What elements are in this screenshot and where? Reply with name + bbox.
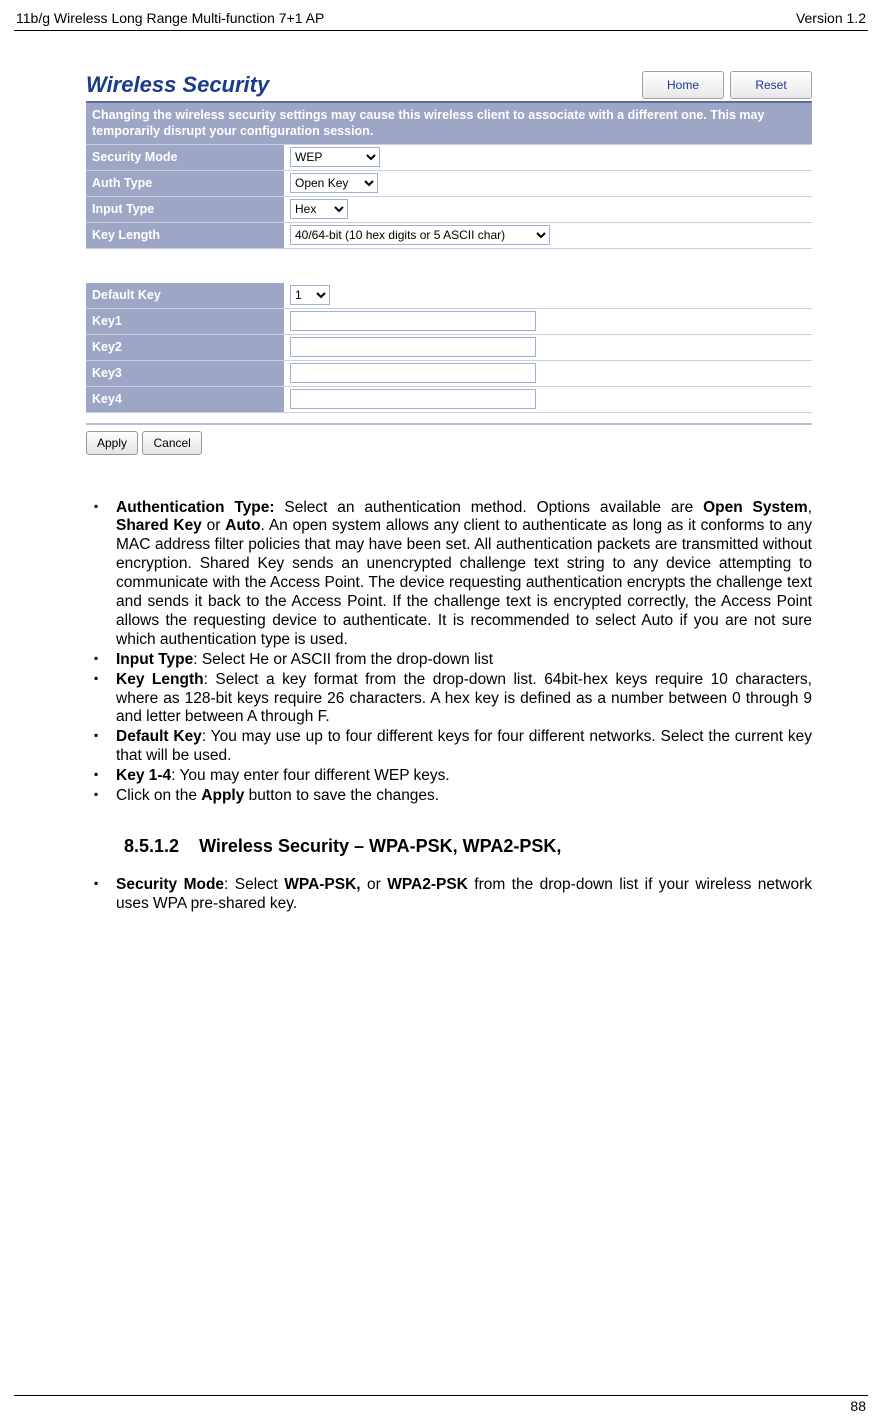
doc-header-left: 11b/g Wireless Long Range Multi-function… [16,10,324,26]
key1-label: Key1 [86,309,284,334]
bullet-key-length: Key Length: Select a key format from the… [86,671,812,728]
key4-label: Key4 [86,387,284,412]
header-divider [14,30,868,31]
bullet-default-key: Default Key: You may use up to four diff… [86,728,812,766]
key3-input[interactable] [290,363,536,383]
doc-header-right: Version 1.2 [796,10,866,26]
auth-type-label: Auth Type [86,171,284,196]
section-heading: 8.5.1.2 Wireless Security – WPA-PSK, WPA… [124,836,812,858]
key-length-label: Key Length [86,223,284,248]
apply-button[interactable]: Apply [86,431,138,455]
bullet-security-mode: Security Mode: Select WPA-PSK, or WPA2-P… [86,876,812,914]
key3-label: Key3 [86,361,284,386]
auth-type-select[interactable]: Open Key [290,173,378,193]
panel-title: Wireless Security [86,72,269,98]
security-mode-select[interactable]: WEP [290,147,380,167]
input-type-label: Input Type [86,197,284,222]
input-type-select[interactable]: Hex [290,199,348,219]
key-length-select[interactable]: 40/64-bit (10 hex digits or 5 ASCII char… [290,225,550,245]
panel-divider [86,423,812,425]
bullet-apply: Click on the Apply button to save the ch… [86,787,812,806]
reset-button[interactable]: Reset [730,71,812,99]
key4-input[interactable] [290,389,536,409]
security-mode-label: Security Mode [86,145,284,170]
bullet-key-1-4: Key 1-4: You may enter four different WE… [86,767,812,786]
page-number: 88 [14,1396,868,1424]
bullet-auth-type: Authentication Type: Select an authentic… [86,499,812,650]
bullet-input-type: Input Type: Select He or ASCII from the … [86,651,812,670]
default-key-label: Default Key [86,283,284,308]
key2-label: Key2 [86,335,284,360]
warning-banner: Changing the wireless security settings … [86,103,812,145]
key1-input[interactable] [290,311,536,331]
key2-input[interactable] [290,337,536,357]
default-key-select[interactable]: 1 [290,285,330,305]
home-button[interactable]: Home [642,71,724,99]
wireless-security-panel: Wireless Security Home Reset Changing th… [86,71,812,455]
cancel-button[interactable]: Cancel [142,431,201,455]
